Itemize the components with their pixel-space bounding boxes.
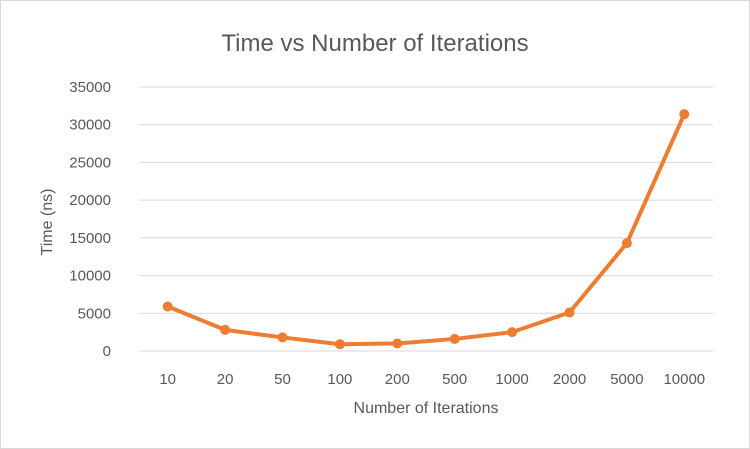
data-point [449,333,460,344]
data-point [621,238,632,249]
y-tick-label: 0 [103,343,111,360]
data-point [392,338,403,349]
x-axis-title: Number of Iterations [354,400,499,417]
y-tick-label: 15000 [69,230,111,247]
data-point [162,301,173,312]
x-tick-label: 5000 [610,371,643,388]
x-tick-label: 50 [274,371,291,388]
x-tick-label: 10 [159,371,176,388]
x-tick-label: 20 [217,371,234,388]
y-axis-title: Time (ns) [39,189,56,256]
y-tick-label: 20000 [69,192,111,209]
y-tick-label: 5000 [78,305,111,322]
gridlines [139,86,713,352]
data-point [679,109,690,120]
x-tick-label: 2000 [553,371,586,388]
series-group [162,109,690,350]
x-tick-label: 10000 [663,371,705,388]
x-tick-label: 200 [385,371,410,388]
series-line [165,112,687,347]
x-tick-label: 1000 [495,371,528,388]
data-point [507,327,518,338]
x-tick-label: 100 [327,371,352,388]
data-point [277,332,288,343]
y-tick-label: 10000 [69,268,111,285]
data-point [220,324,231,335]
y-tick-label: 35000 [69,79,111,96]
y-tick-label: 25000 [69,154,111,171]
data-point [334,339,345,350]
y-axis-ticks: 0 5000 10000 15000 20000 25000 30000 35000 [69,79,111,360]
x-axis-ticks: 10 20 50 100 200 500 1000 2000 5000 10000 [159,371,705,388]
data-point [564,307,575,318]
chart-title: Time vs Number of Iterations [221,30,528,57]
y-tick-label: 30000 [69,117,111,134]
x-tick-label: 500 [442,371,467,388]
